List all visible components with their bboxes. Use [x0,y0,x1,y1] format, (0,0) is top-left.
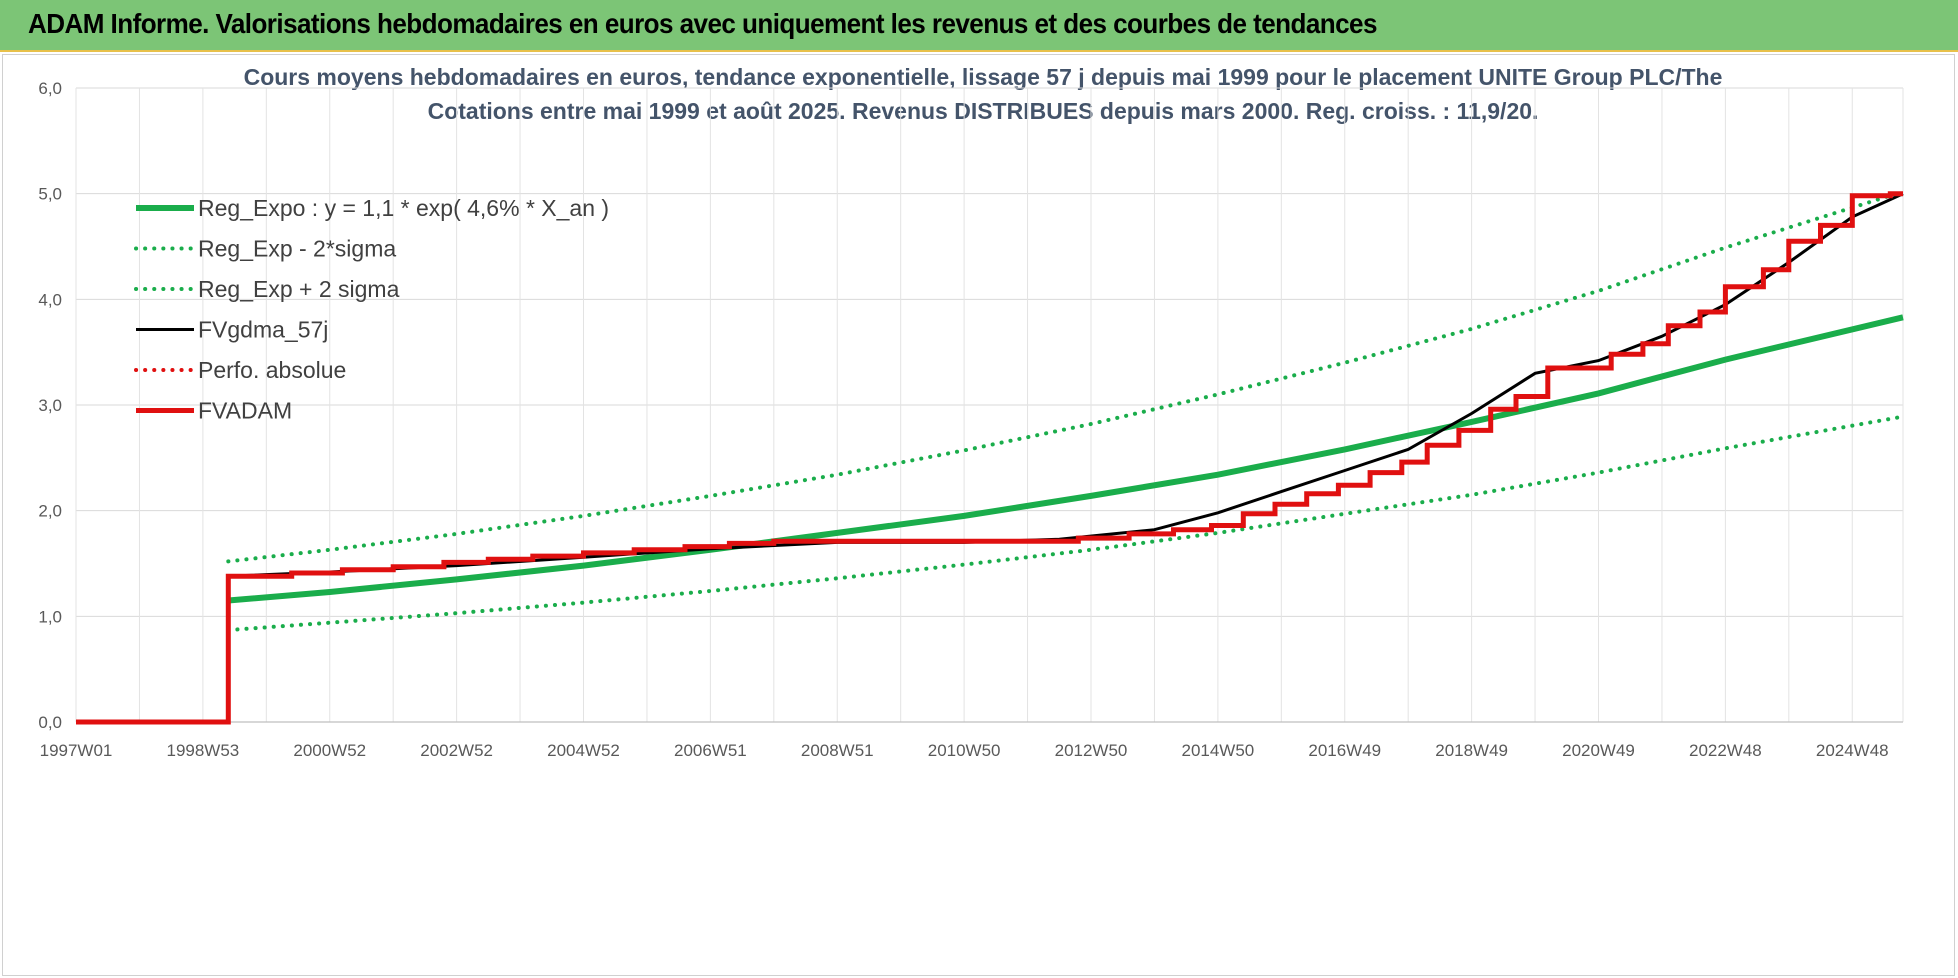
x-tick-label: 2024W48 [1816,741,1889,760]
series-line-1 [226,414,1905,633]
x-tick-label: 2022W48 [1689,741,1762,760]
series-line-2 [226,189,1905,564]
x-tick-label: 2014W50 [1181,741,1254,760]
y-tick-label: 0,0 [38,713,62,732]
x-tick-label: 2010W50 [928,741,1001,760]
x-tick-label: 2002W52 [420,741,493,760]
legend-label: FVADAM [198,398,292,424]
y-tick-label: 5,0 [38,185,62,204]
x-tick-label: 2006W51 [674,741,747,760]
x-tick-label: 2018W49 [1435,741,1508,760]
report-header: ADAM Informe. Valorisations hebdomadaire… [0,0,1958,52]
legend-label: Reg_Exp - 2*sigma [198,236,396,262]
chart-title-line-2: Cotations entre mai 1999 et août 2025. R… [428,98,1539,124]
chart-title-line-1: Cours moyens hebdomadaires en euros, ten… [244,64,1723,90]
x-tick-label: 2000W52 [293,741,366,760]
x-tick-label: 1998W53 [166,741,239,760]
legend-label: FVgdma_57j [198,317,328,343]
line-chart: Cours moyens hebdomadaires en euros, ten… [38,64,1905,760]
legend-label: Perfo. absolue [198,357,346,383]
y-tick-label: 1,0 [38,607,62,626]
x-tick-label: 2004W52 [547,741,620,760]
series-line-0 [228,314,1904,604]
legend-label: Reg_Exp + 2 sigma [198,276,400,302]
series-line-5 [76,191,1903,725]
y-tick-label: 4,0 [38,290,62,309]
y-tick-label: 3,0 [38,396,62,415]
series-line-3 [76,192,1904,724]
report-title: ADAM Informe. Valorisations hebdomadaire… [28,8,1377,39]
x-tick-label: 1997W01 [40,741,113,760]
legend-label: Reg_Expo : y = 1,1 * exp( 4,6% * X_an ) [198,195,609,221]
y-tick-label: 2,0 [38,502,62,521]
y-tick-label: 6,0 [38,79,62,98]
x-tick-label: 2020W49 [1562,741,1635,760]
x-tick-label: 2012W50 [1055,741,1128,760]
x-tick-label: 2016W49 [1308,741,1381,760]
chart-area: Cours moyens hebdomadaires en euros, ten… [2,54,1955,976]
x-tick-label: 2008W51 [801,741,874,760]
